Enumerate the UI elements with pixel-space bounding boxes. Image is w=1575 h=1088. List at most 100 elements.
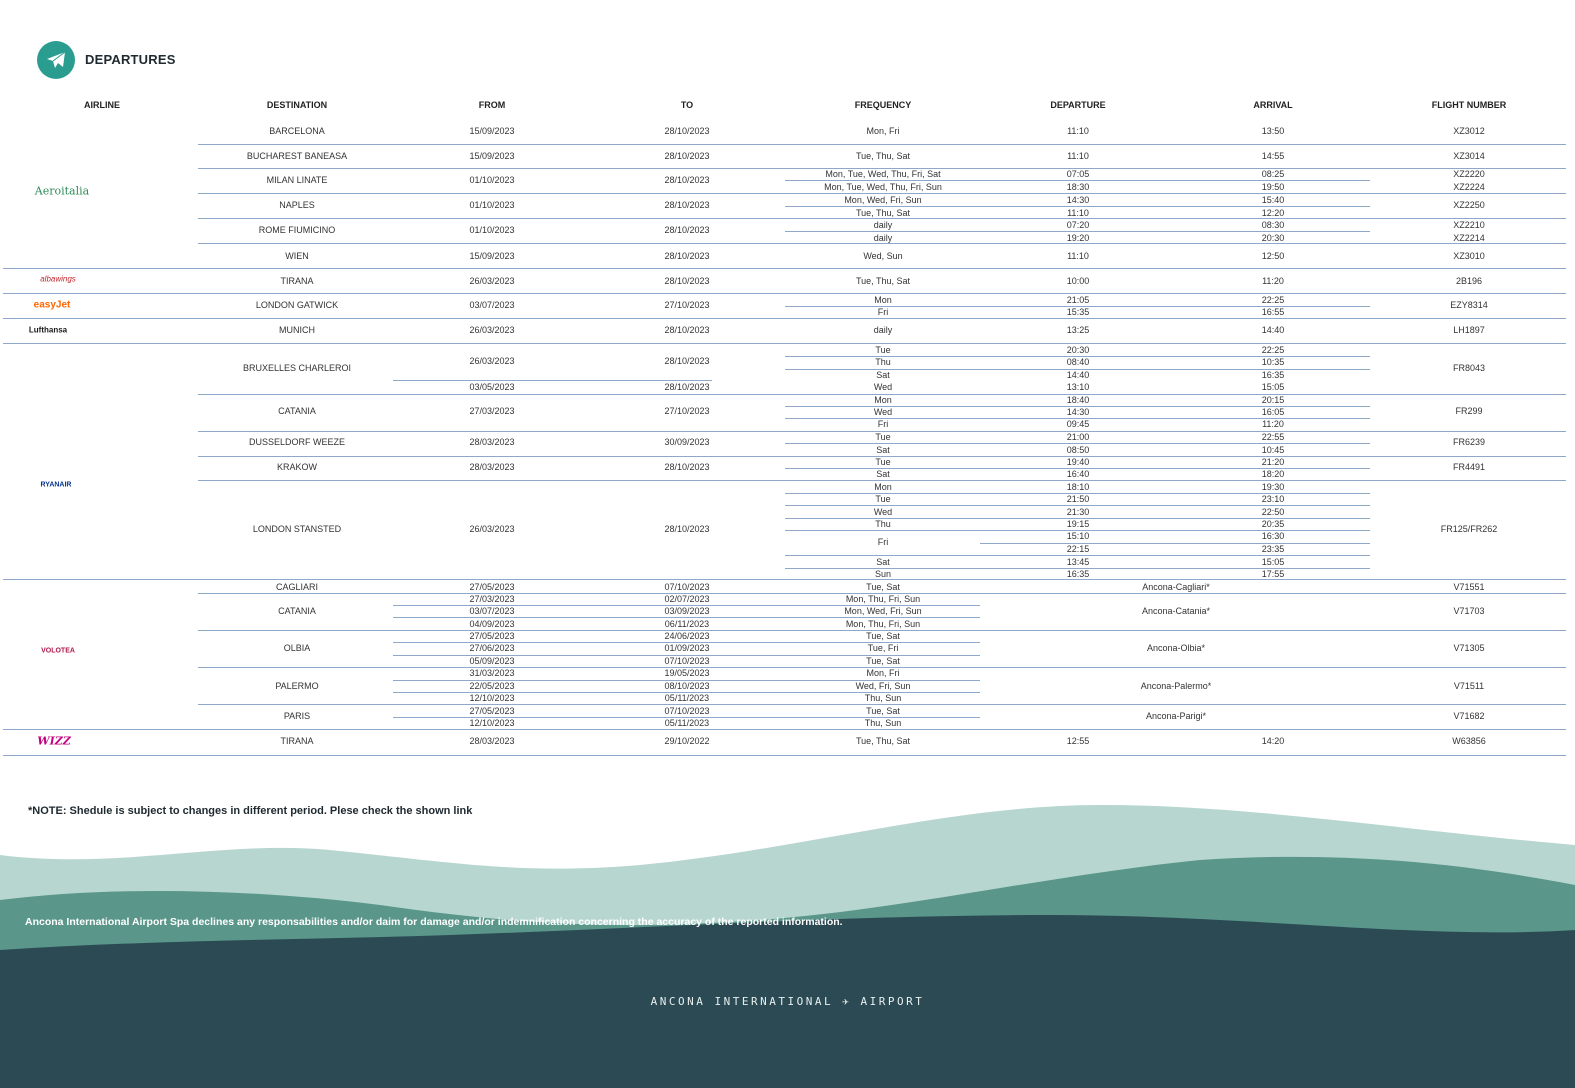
frequency-cell: Sat <box>876 370 890 380</box>
row-divider <box>198 667 1566 668</box>
destination-cell: BUCHAREST BANEASA <box>246 151 348 161</box>
arrival-time-cell: 13:50 <box>1261 126 1285 136</box>
from-date-cell: 12/10/2023 <box>469 718 515 728</box>
row-divider <box>393 605 980 606</box>
destination-cell: TIRANA <box>280 276 314 286</box>
column-header-departure: DEPARTURE <box>1050 100 1106 110</box>
destination-cell: NAPLES <box>279 200 315 210</box>
departure-time-cell: 07:05 <box>1066 169 1090 179</box>
from-date-cell: 22/05/2023 <box>469 681 515 691</box>
flight-number-cell: V71682 <box>1453 711 1485 721</box>
departure-time-cell: 07:20 <box>1066 220 1090 230</box>
flight-number-cell: 2B196 <box>1455 276 1483 286</box>
column-header-arrival: ARRIVAL <box>1253 100 1293 110</box>
frequency-cell: Sat <box>876 469 890 479</box>
frequency-cell: Mon, Wed, Fri, Sun <box>844 195 922 205</box>
flight-number-cell: XZ3014 <box>1453 151 1485 161</box>
frequency-cell: Tue <box>875 345 891 355</box>
to-date-cell: 24/06/2023 <box>664 631 710 641</box>
departure-time-cell: 10:00 <box>1066 276 1090 286</box>
flight-number-cell: XZ2250 <box>1453 200 1485 210</box>
frequency-cell: Mon, Fri <box>866 126 900 136</box>
frequency-cell: Tue, Fri <box>867 643 899 653</box>
departure-time-cell: 11:10 <box>1067 126 1089 136</box>
to-date-cell: 30/09/2023 <box>664 437 710 447</box>
airline-logo-wizz: WIZZ <box>37 734 71 748</box>
arrival-time-cell: 23:35 <box>1261 544 1285 554</box>
row-divider <box>785 406 1370 407</box>
airline-logo-ryanair: RYANAIR <box>40 481 72 489</box>
flight-number-cell: XZ2224 <box>1453 182 1485 192</box>
frequency-cell: Wed <box>873 407 893 417</box>
frequency-cell: Wed, Fri, Sun <box>855 681 911 691</box>
frequency-cell: Mon <box>874 482 892 492</box>
arrival-time-cell: 15:40 <box>1261 195 1285 205</box>
frequency-cell: Mon, Fri <box>866 668 900 678</box>
to-date-cell: 28/10/2023 <box>664 200 710 210</box>
row-divider <box>198 218 1566 219</box>
frequency-cell: Fri <box>877 537 889 547</box>
to-date-cell: 01/09/2023 <box>664 643 710 653</box>
row-divider <box>198 593 1566 594</box>
route-cell: Ancona-Parigi* <box>1145 711 1207 721</box>
to-date-cell: 28/10/2023 <box>664 462 710 472</box>
departure-time-cell: 13:45 <box>1066 557 1090 567</box>
frequency-cell: Tue, Sat <box>866 631 900 641</box>
from-date-cell: 01/10/2023 <box>469 175 515 185</box>
to-date-cell: 28/10/2023 <box>664 175 710 185</box>
destination-cell: CAGLIARI <box>275 582 319 592</box>
schedule-note: *NOTE: Shedule is subject to changes in … <box>28 805 473 817</box>
arrival-time-cell: 11:20 <box>1262 419 1284 429</box>
frequency-cell: Fri <box>877 307 889 317</box>
flight-number-cell: W63856 <box>1452 736 1486 746</box>
departure-time-cell: 15:10 <box>1066 531 1090 541</box>
page-title: DEPARTURES <box>85 52 176 67</box>
to-date-cell: 05/11/2023 <box>664 693 710 703</box>
to-date-cell: 28/10/2023 <box>664 356 710 366</box>
to-date-cell: 28/10/2023 <box>664 126 710 136</box>
arrival-time-cell: 14:40 <box>1261 325 1285 335</box>
from-date-cell: 26/03/2023 <box>469 356 515 366</box>
row-divider <box>980 543 1370 544</box>
departures-airplane-icon <box>37 41 75 79</box>
airport-brand-logo: ANCONA INTERNATIONAL ✈ AIRPORT <box>650 995 925 1008</box>
arrival-time-cell: 21:20 <box>1261 457 1285 467</box>
from-date-cell: 15/09/2023 <box>469 126 515 136</box>
departure-time-cell: 13:10 <box>1066 382 1090 392</box>
row-divider <box>393 717 980 718</box>
flight-number-cell: FR125/FR262 <box>1440 524 1498 534</box>
destination-cell: LONDON GATWICK <box>255 300 339 310</box>
departure-time-cell: 18:40 <box>1066 395 1090 405</box>
frequency-cell: Tue, Thu, Sat <box>855 208 911 218</box>
departure-time-cell: 12:55 <box>1066 736 1090 746</box>
to-date-cell: 28/10/2023 <box>664 325 710 335</box>
row-divider <box>393 617 980 618</box>
row-divider <box>785 468 1370 469</box>
from-date-cell: 04/09/2023 <box>469 619 515 629</box>
frequency-cell: Sat <box>876 557 890 567</box>
frequency-cell: Thu, Sun <box>864 718 902 728</box>
from-date-cell: 12/10/2023 <box>469 693 515 703</box>
arrival-time-cell: 17:55 <box>1261 569 1285 579</box>
row-divider <box>785 418 1370 419</box>
frequency-cell: Thu <box>875 357 891 367</box>
flight-number-cell: XZ2210 <box>1453 220 1485 230</box>
departure-time-cell: 15:35 <box>1066 307 1090 317</box>
to-date-cell: 27/10/2023 <box>664 300 710 310</box>
row-divider <box>393 655 980 656</box>
row-divider <box>3 343 1566 344</box>
flight-number-cell: XZ2220 <box>1453 169 1485 179</box>
departure-time-cell: 18:30 <box>1066 182 1090 192</box>
row-divider <box>785 231 1370 232</box>
departure-time-cell: 13:25 <box>1066 325 1090 335</box>
from-date-cell: 27/05/2023 <box>469 631 515 641</box>
airline-logo-volotea: VOLOTEA <box>41 647 75 655</box>
from-date-cell: 31/03/2023 <box>469 668 515 678</box>
arrival-time-cell: 20:15 <box>1261 395 1285 405</box>
from-date-cell: 28/03/2023 <box>469 736 515 746</box>
arrival-time-cell: 19:50 <box>1261 182 1285 192</box>
departure-time-cell: 08:50 <box>1066 445 1090 455</box>
frequency-cell: Tue <box>875 457 891 467</box>
route-cell: Ancona-Catania* <box>1141 606 1211 616</box>
arrival-time-cell: 19:30 <box>1261 482 1285 492</box>
